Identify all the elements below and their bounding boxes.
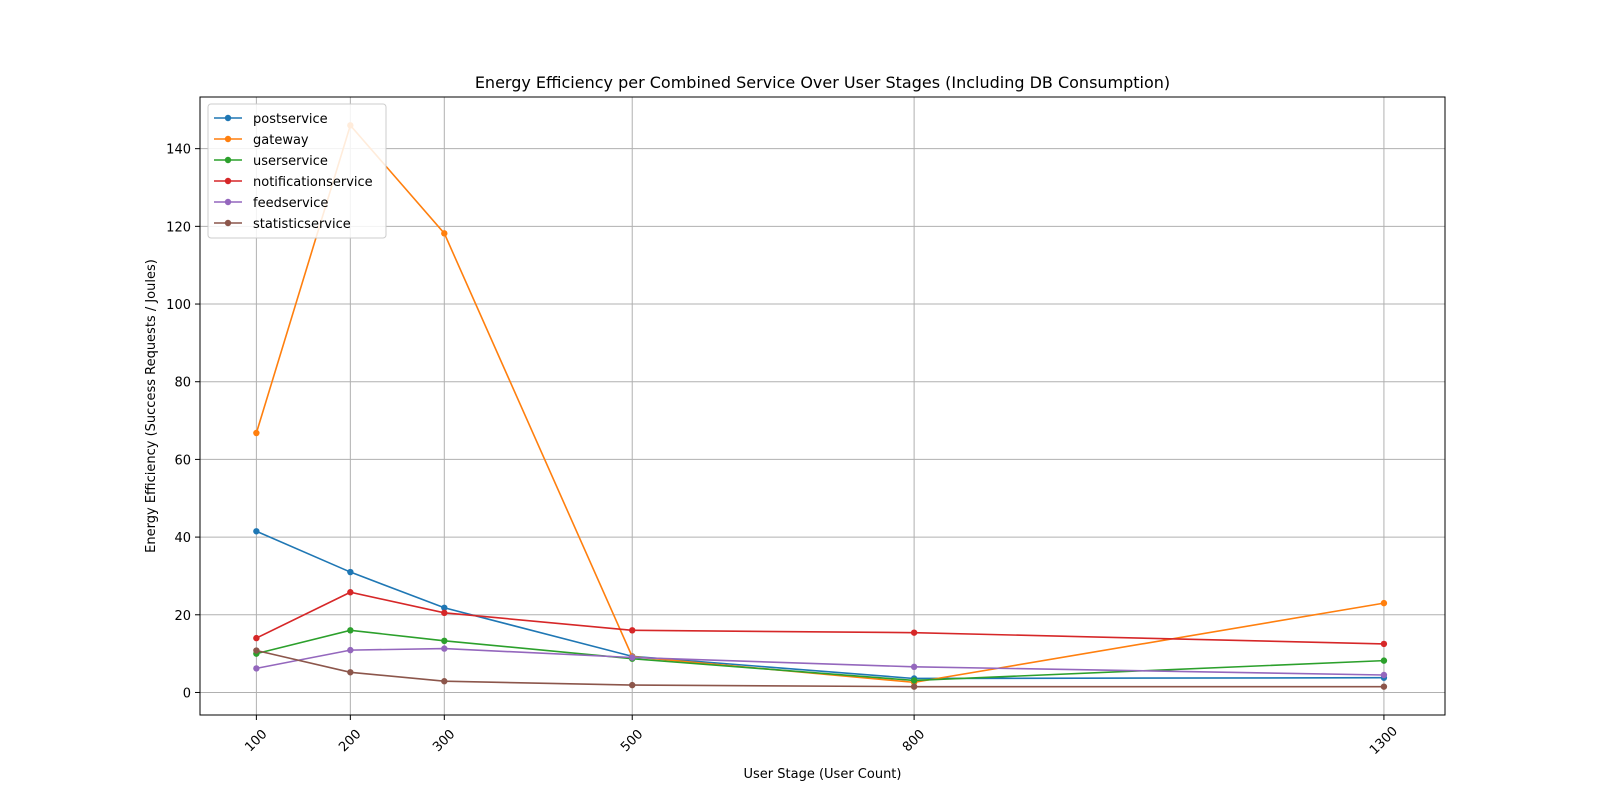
legend-swatch-marker	[224, 219, 232, 227]
y-axis-label: Energy Efficiency (Success Requests / Jo…	[144, 259, 159, 553]
legend-swatch-marker	[224, 135, 232, 143]
data-point	[347, 646, 354, 654]
x-axis-label: User Stage (User Count)	[744, 767, 902, 782]
plot-frame	[199, 96, 1446, 716]
series-notificationservice	[253, 589, 1388, 648]
legend-label: statisticservice	[253, 217, 351, 232]
legend-entry: postservice	[214, 112, 328, 127]
y-tick-label: 120	[166, 220, 191, 235]
legend-swatch-marker	[224, 156, 232, 164]
data-point	[253, 528, 260, 535]
data-point	[347, 568, 354, 576]
data-point	[1380, 671, 1388, 679]
data-point	[629, 654, 636, 661]
series-line	[256, 649, 1384, 688]
data-point	[629, 681, 636, 689]
legend-label: postservice	[253, 112, 328, 127]
legend-entry: gateway	[214, 133, 309, 148]
data-point	[253, 429, 260, 437]
data-point	[347, 589, 354, 596]
y-tick-label: 100	[166, 298, 191, 313]
legend-swatch-marker	[224, 177, 232, 185]
y-tick-label: 0	[183, 686, 191, 701]
series-line	[256, 629, 1384, 682]
y-tick-label: 60	[174, 453, 191, 468]
series-lines	[253, 122, 1388, 690]
y-tick-label: 80	[174, 376, 191, 391]
data-point	[441, 678, 448, 685]
legend-entry: userservice	[214, 154, 328, 169]
data-point	[910, 677, 918, 684]
chart-title: Energy Efficiency per Combined Service O…	[475, 73, 1170, 92]
data-point	[441, 609, 448, 617]
y-tick-label: 40	[174, 531, 191, 546]
data-point	[441, 645, 448, 652]
legend-swatch-marker	[224, 198, 232, 206]
data-point	[1380, 599, 1388, 607]
legend-label: userservice	[253, 154, 328, 169]
data-point	[1380, 640, 1388, 648]
data-point	[441, 230, 448, 237]
legend-swatch-marker	[224, 114, 232, 122]
series-feedservice	[253, 645, 1388, 679]
data-point	[253, 665, 260, 672]
legend-label: feedservice	[253, 196, 328, 211]
data-point	[910, 629, 918, 636]
legend-label: notificationservice	[253, 175, 373, 190]
series-line	[256, 530, 1384, 680]
legend: postservice gateway userservice notificatio…	[207, 103, 387, 239]
data-point	[1380, 683, 1388, 690]
data-point	[253, 634, 260, 642]
legend-entry: feedservice	[214, 196, 328, 211]
legend-box	[207, 103, 387, 239]
data-point	[347, 669, 354, 676]
data-point	[347, 627, 354, 634]
legend-label: gateway	[253, 133, 309, 148]
legend-entry: statisticservice	[214, 217, 351, 232]
data-point	[441, 604, 448, 611]
y-tick-label: 20	[174, 609, 191, 624]
data-point	[910, 683, 918, 690]
series-line	[256, 591, 1384, 645]
series-line	[256, 647, 1384, 676]
legend-entry: notificationservice	[214, 175, 373, 190]
data-point	[1380, 657, 1388, 664]
grid-lines	[200, 97, 1445, 715]
data-point	[910, 663, 918, 671]
data-point	[441, 637, 448, 645]
series-statisticservice	[253, 647, 1388, 690]
data-point	[629, 627, 636, 634]
y-tick-label: 140	[166, 143, 191, 158]
data-point	[253, 647, 260, 654]
